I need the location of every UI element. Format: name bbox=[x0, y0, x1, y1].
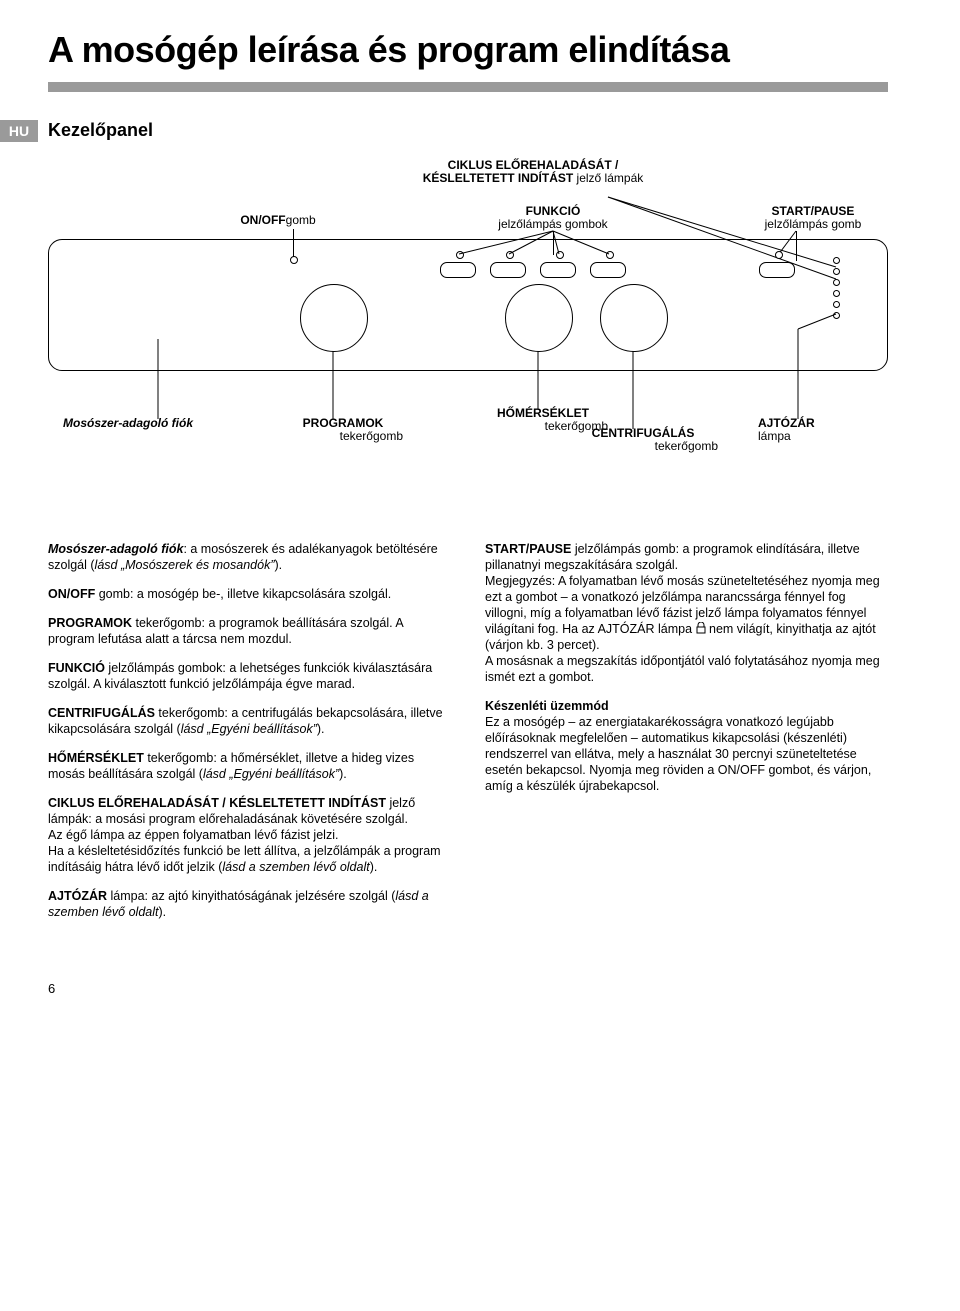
panel-heading: Kezelőpanel bbox=[48, 120, 912, 141]
right-column: START/PAUSE jelzőlámpás gomb: a programo… bbox=[485, 541, 888, 933]
label-cycle-delay: CIKLUS ELŐREHALADÁSÁT / KÉSLELTETETT IND… bbox=[408, 159, 658, 187]
label-drawer: Mosószer-adagoló fiók bbox=[63, 417, 253, 431]
function-button-icon bbox=[490, 262, 526, 278]
para-cycle-delay: CIKLUS ELŐREHALADÁSÁT / KÉSLELTETETT IND… bbox=[48, 795, 451, 875]
temperature-knob-icon bbox=[505, 284, 573, 352]
body-columns: Mosószer-adagoló fiók: a mosószerek és a… bbox=[48, 541, 888, 933]
page-title: A mosógép leírása és program elindítása bbox=[48, 30, 912, 70]
label-startpause: START/PAUSE jelzőlámpás gomb bbox=[748, 205, 878, 233]
para-programs: PROGRAMOK tekerőgomb: a programok beállí… bbox=[48, 615, 451, 647]
title-rule bbox=[48, 82, 888, 92]
para-doorlock: AJTÓZÁR lámpa: az ajtó kinyithatóságának… bbox=[48, 888, 451, 920]
label-spin: CENTRIFUGÁLÁS tekerőgomb bbox=[568, 427, 718, 455]
label-onoff: ON/OFFgomb bbox=[228, 214, 328, 228]
onoff-button-icon bbox=[290, 256, 298, 264]
startpause-button-icon bbox=[759, 262, 795, 278]
para-funkcio: FUNKCIÓ jelzőlámpás gombok: a lehetséges… bbox=[48, 660, 451, 692]
left-column: Mosószer-adagoló fiók: a mosószerek és a… bbox=[48, 541, 451, 933]
para-spin: CENTRIFUGÁLÁS tekerőgomb: a centrifugálá… bbox=[48, 705, 451, 737]
lock-icon bbox=[696, 622, 706, 634]
label-doorlock: AJTÓZÁR lámpa bbox=[758, 417, 858, 445]
function-button-icon bbox=[540, 262, 576, 278]
language-badge: HU bbox=[0, 120, 38, 142]
function-button-icon bbox=[590, 262, 626, 278]
control-panel-diagram: ON/OFFgomb CIKLUS ELŐREHALADÁSÁT / KÉSLE… bbox=[48, 159, 888, 459]
para-startpause: START/PAUSE jelzőlámpás gomb: a programo… bbox=[485, 541, 888, 685]
label-programs: PROGRAMOK tekerőgomb bbox=[283, 417, 403, 445]
progress-leds-icon bbox=[833, 257, 840, 323]
para-onoff: ON/OFF gomb: a mosógép be-, illetve kika… bbox=[48, 586, 451, 602]
page-number: 6 bbox=[48, 981, 912, 996]
programs-knob-icon bbox=[300, 284, 368, 352]
label-funkcio: FUNKCIÓ jelzőlámpás gombok bbox=[488, 205, 618, 233]
spin-knob-icon bbox=[600, 284, 668, 352]
para-temperature: HŐMÉRSÉKLET tekerőgomb: a hőmérséklet, i… bbox=[48, 750, 451, 782]
para-standby: Készenléti üzemmód Ez a mosógép – az ene… bbox=[485, 698, 888, 794]
panel-outline bbox=[48, 239, 888, 371]
function-button-icon bbox=[440, 262, 476, 278]
para-drawer: Mosószer-adagoló fiók: a mosószerek és a… bbox=[48, 541, 451, 573]
